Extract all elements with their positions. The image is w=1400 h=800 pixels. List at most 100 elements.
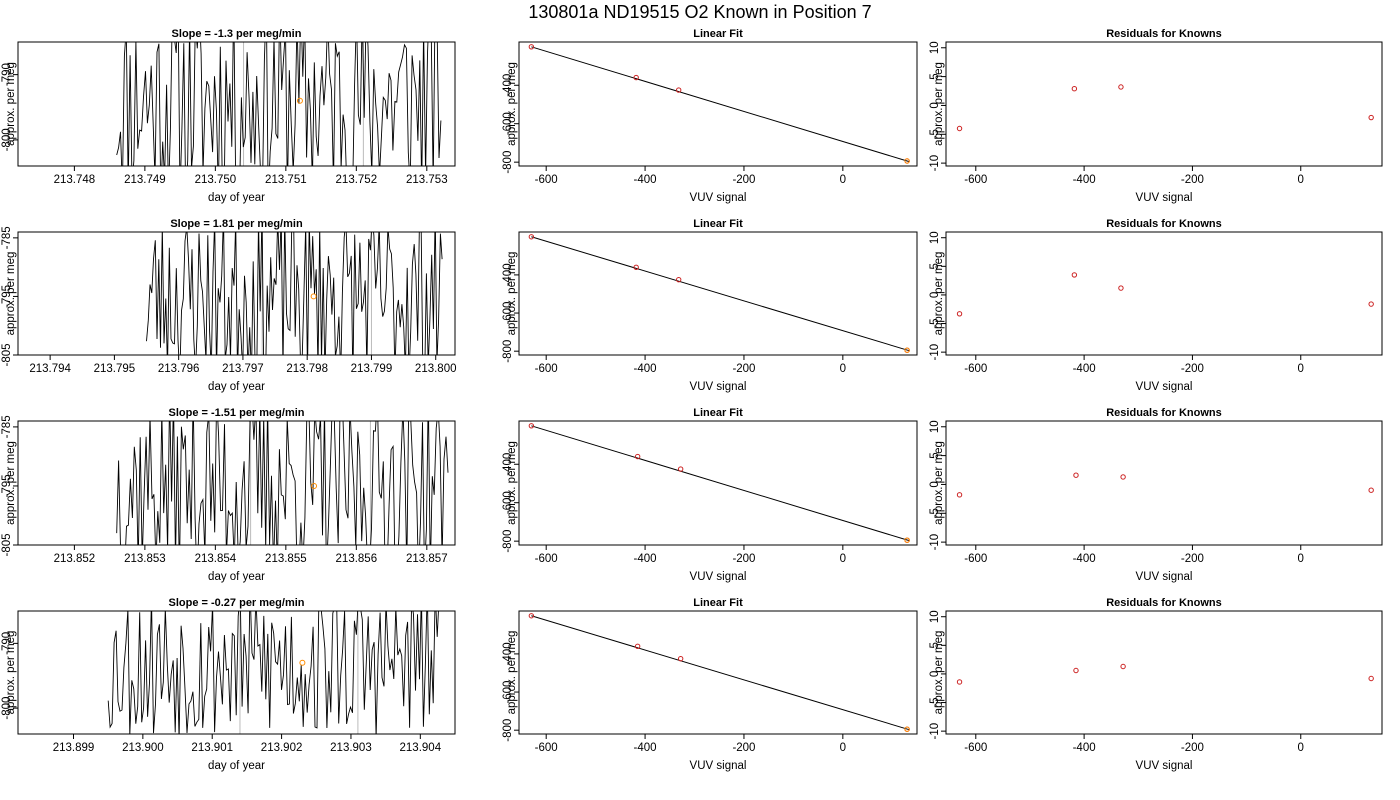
plot-frame [945, 231, 1383, 356]
x-tick-label: -200 [1181, 742, 1204, 754]
data-point [956, 492, 963, 498]
plot-frame [518, 610, 918, 735]
data-point [675, 87, 682, 93]
panel-r1-residuals: Residuals for Knowns VUV signal approx. pe… [929, 28, 1383, 204]
data-point [1071, 86, 1078, 92]
x-tick-label: 213.903 [330, 742, 372, 754]
y-tick-label: 10 [929, 41, 941, 54]
y-tick-label: 0 [929, 292, 941, 298]
series-line [116, 42, 442, 166]
x-axis-label: VUV signal [1136, 760, 1193, 772]
x-tick-label: 213.902 [261, 742, 303, 754]
y-axis-label: approx. per meg [5, 631, 17, 715]
x-tick-label: 213.852 [54, 553, 96, 565]
x-tick-label: 213.854 [195, 553, 237, 565]
y-tick-label: -600 [502, 112, 514, 135]
x-tick-label: 213.904 [400, 742, 442, 754]
y-axis-label: approx. per meg [5, 441, 17, 525]
data-point [677, 466, 684, 472]
plot-frame [518, 420, 918, 546]
y-tick-label: -800 [502, 340, 514, 363]
plot-frame [17, 610, 456, 735]
x-axis-label: VUV signal [690, 192, 747, 204]
x-tick-label: -400 [634, 553, 657, 565]
panel-r4-timeseries: Slope = -0.27 per meg/min day of year appr… [1, 597, 456, 772]
x-tick-label: -600 [535, 742, 558, 754]
panel-title: Slope = -0.27 per meg/min [168, 597, 304, 609]
data-point [634, 643, 641, 649]
y-axis-label: approx. per meg [5, 62, 17, 146]
x-tick-label: 213.751 [265, 174, 307, 186]
x-tick-label: 213.750 [195, 174, 237, 186]
x-axis-label: day of year [208, 760, 265, 772]
y-tick-label: -400 [502, 74, 514, 97]
x-axis-label: day of year [208, 192, 265, 204]
y-tick-label: 0 [929, 671, 941, 677]
y-tick-label: -795 [1, 474, 13, 497]
plot-frame [17, 420, 456, 546]
x-tick-label: -600 [964, 553, 987, 565]
y-tick-label: 10 [929, 420, 941, 433]
x-tick-label: 0 [840, 553, 846, 565]
series-line [107, 611, 439, 734]
x-tick-label: -600 [535, 174, 558, 186]
y-tick-label: -10 [929, 534, 941, 551]
data-point [675, 276, 682, 283]
data-point [956, 125, 963, 132]
panel-title: Slope = -1.51 per meg/min [168, 407, 304, 419]
y-tick-label: -5 [929, 318, 941, 328]
y-tick-label: -805 [1, 343, 13, 366]
data-point [956, 679, 963, 685]
y-tick-label: 10 [929, 231, 941, 244]
data-point [528, 613, 535, 619]
x-tick-label: 0 [840, 742, 846, 754]
data-point [1120, 474, 1126, 480]
x-tick-label: 213.857 [406, 553, 448, 565]
x-tick-label: -200 [1181, 553, 1204, 565]
panel-title: Linear Fit [693, 597, 743, 609]
y-axis-label: approx. per meg [506, 252, 518, 336]
x-tick-label: 213.856 [336, 553, 378, 565]
y-tick-label: -785 [1, 415, 13, 438]
data-point [1073, 667, 1079, 674]
plot-frame [518, 41, 918, 167]
panel-r1-timeseries: Slope = -1.3 per meg/min day of year appro… [1, 28, 456, 204]
y-tick-label: -800 [502, 151, 514, 174]
highlight-point [311, 482, 318, 489]
y-tick-label: 0 [929, 481, 941, 487]
page-title: 130801a ND19515 O2 Known in Position 7 [528, 2, 872, 22]
data-point [633, 264, 639, 270]
panel-r3-residuals: Residuals for Knowns VUV signal approx. pe… [929, 407, 1383, 583]
x-tick-label: 0 [840, 363, 846, 375]
x-tick-label: 213.853 [124, 553, 166, 565]
y-axis-label: approx. per meg [506, 441, 518, 525]
x-axis-label: VUV signal [690, 571, 747, 583]
x-tick-label: 213.748 [54, 174, 96, 186]
y-tick-label: -795 [1, 285, 13, 308]
x-tick-label: 0 [840, 174, 846, 186]
x-tick-label: -600 [964, 174, 987, 186]
x-tick-label: 213.752 [336, 174, 378, 186]
y-tick-label: -5 [929, 697, 941, 707]
plot-frame [17, 231, 456, 356]
data-point [1118, 84, 1124, 90]
data-point [634, 453, 641, 460]
data-point [633, 74, 639, 81]
x-tick-label: -200 [732, 553, 755, 565]
x-tick-label: 213.799 [351, 363, 393, 375]
x-tick-label: 213.900 [122, 742, 164, 754]
y-tick-label: -800 [502, 719, 514, 742]
x-tick-label: 213.795 [94, 363, 136, 375]
x-tick-label: 0 [1298, 553, 1304, 565]
y-tick-label: -10 [929, 344, 941, 361]
x-tick-label: 0 [1298, 363, 1304, 375]
highlight-point [904, 158, 910, 164]
plot-frame [17, 41, 456, 167]
panel-r2-residuals: Residuals for Knowns VUV signal approx. pe… [929, 218, 1383, 393]
x-tick-label: 0 [1298, 742, 1304, 754]
x-axis-label: VUV signal [1136, 571, 1193, 583]
x-tick-label: -600 [964, 742, 987, 754]
y-tick-label: 10 [929, 610, 941, 623]
